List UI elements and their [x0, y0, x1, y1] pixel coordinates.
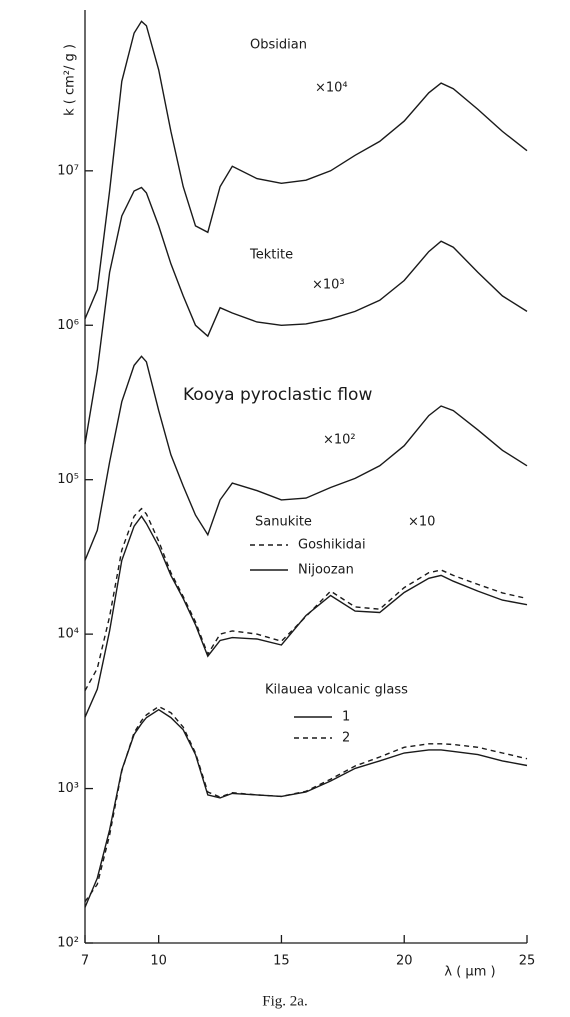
y-tick-label: 10²	[57, 936, 79, 951]
x-tick-label: 25	[519, 954, 536, 969]
annotation: ×10	[408, 515, 435, 530]
annotation: ×10²	[323, 433, 356, 448]
x-tick-label: 20	[396, 954, 413, 969]
data-line	[84, 507, 528, 692]
y-axis-title: k ( cm²/ g )	[63, 44, 78, 116]
data-line	[84, 186, 528, 445]
data-line	[84, 708, 528, 908]
caption: Fig. 2a.	[262, 993, 307, 1009]
series-label: Tektite	[249, 248, 293, 263]
y-tick-label: 10⁶	[57, 318, 79, 333]
y-tick-label: 10⁷	[57, 163, 79, 178]
annotation: ×10⁴	[315, 81, 348, 96]
x-tick-label: 7	[81, 954, 89, 969]
series-label: Nijoozan	[298, 563, 354, 578]
series-label: Goshikidai	[298, 538, 366, 553]
x-tick-label: 15	[273, 954, 290, 969]
annotation: ×10³	[312, 278, 345, 293]
series-label: Kooya pyroclastic flow	[183, 385, 372, 405]
y-tick-label: 10⁴	[57, 627, 79, 642]
data-line	[84, 514, 528, 718]
annotation: Sanukite	[255, 515, 312, 530]
data-line	[84, 20, 528, 320]
data-line	[84, 355, 528, 561]
y-tick-label: 10³	[57, 781, 79, 796]
x-tick-label: 10	[150, 954, 167, 969]
annotation: Kilauea volcanic glass	[265, 683, 408, 698]
series-label: 2	[342, 731, 350, 746]
y-tick-label: 10⁵	[57, 472, 79, 487]
data-line	[84, 705, 528, 903]
series-label: 1	[342, 710, 350, 725]
series-label: Obsidian	[250, 38, 307, 53]
x-axis-title: λ ( µm )	[444, 965, 495, 980]
